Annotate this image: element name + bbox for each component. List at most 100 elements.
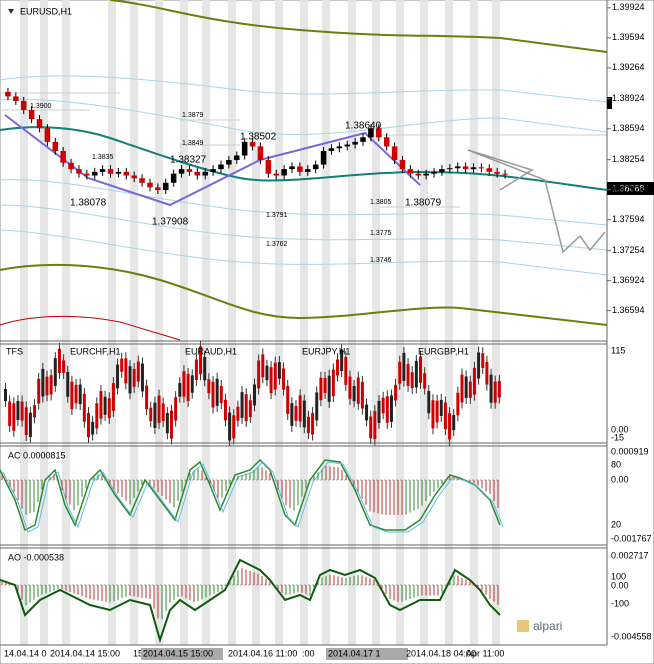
tfs-body [365,404,369,421]
candle [289,166,295,170]
tfs-body [136,361,140,382]
tfs-body [219,385,223,404]
axis-label: 0.000919 [611,446,649,456]
level-label: 1.3849 [182,140,204,147]
axis-label: -0.001767 [611,533,652,543]
time-highlight [326,648,408,660]
tfs-body [472,367,476,395]
tfs-body [199,346,203,375]
level-label: 1.3746 [370,257,392,264]
tfs-body [385,396,389,423]
candle [226,160,232,165]
time-label: 2014.04.17 1 [328,648,381,658]
candle [249,141,256,147]
tfs-body [394,384,398,401]
session-stripe [228,0,236,645]
tfs-body [277,362,281,379]
axis-label: 0.00 [611,580,629,590]
candle [20,100,27,111]
session-stripe [492,0,500,645]
tfs-body [414,360,418,388]
tfs-body [33,405,37,418]
candle [210,169,216,172]
tfs-body [12,403,16,431]
candle [305,169,311,172]
candle [407,169,414,174]
price-label: 1.38594 [612,123,645,133]
price-label: 1.39594 [612,32,645,42]
candle [218,164,224,170]
level-label: 1.3762 [266,241,288,248]
session-stripe [420,0,428,645]
tfs-body [356,377,360,404]
time-label: 2014.04.18 04:00 [406,648,476,658]
candle [91,171,98,176]
tfs-body [448,413,452,440]
tfs-body [240,392,244,418]
level-label: 1.3805 [370,199,392,206]
candle [170,173,177,183]
candle [44,128,51,142]
candle [439,169,445,172]
tfs-body [74,384,78,404]
tfs-body [62,360,66,373]
candle [320,150,327,165]
tfs-body [468,381,472,398]
session-stripe [300,0,308,645]
tfs-body [377,400,381,423]
candle [431,171,437,174]
tfs-candles [4,340,501,447]
candle [478,167,485,169]
tfs-body [443,402,447,430]
price-label: 1.37594 [612,214,645,224]
logo: alpari [533,619,562,633]
tfs-body [223,399,227,421]
session-stripes [20,0,500,645]
tfs-body [232,415,236,439]
candle [297,166,303,172]
session-stripe [396,0,404,645]
tfs-body [431,400,435,429]
tfs-body [211,381,215,408]
tfs-body [111,383,115,411]
tfs-body [344,356,348,385]
tfs-body [336,359,339,376]
tfs-label: TFS [6,346,23,356]
tfs-body [257,360,261,389]
price-candles [5,87,508,195]
price-label: 1.37924 [612,184,645,194]
time-label: 2014.04.15 15:00 [143,648,213,658]
candle [76,169,82,174]
tfs-body [460,374,464,403]
level-label: 1.3900 [30,103,52,110]
pane-borders [0,0,608,646]
candle [368,128,374,138]
price-label: 1.38924 [612,93,645,103]
indicator-histogram [1,466,499,620]
tfs-symbol: EURJPY,H1 [302,346,350,356]
tfs-body [103,396,107,415]
tfs-body [452,415,456,431]
tfs-body [423,373,427,389]
level-label: 1.38640 [345,121,382,132]
tfs-body [132,368,136,387]
tfs-body [95,403,99,429]
candle [502,173,508,175]
candle [336,146,343,149]
tfs-body [439,399,443,416]
ac-label: AC 0.0000815 [8,450,66,460]
menu-arrow[interactable] [8,9,14,14]
level-label: 1.3775 [370,230,392,237]
axis-label: 80 [611,459,621,469]
tfs-body [28,412,32,438]
candle [281,169,287,176]
tfs-body [373,411,377,440]
candle [360,137,366,142]
tfs-body [485,361,489,385]
tfs-body [298,395,302,422]
candle [415,173,422,176]
tfs-body [91,421,95,435]
candle [194,171,201,176]
tfs-body [315,392,319,421]
